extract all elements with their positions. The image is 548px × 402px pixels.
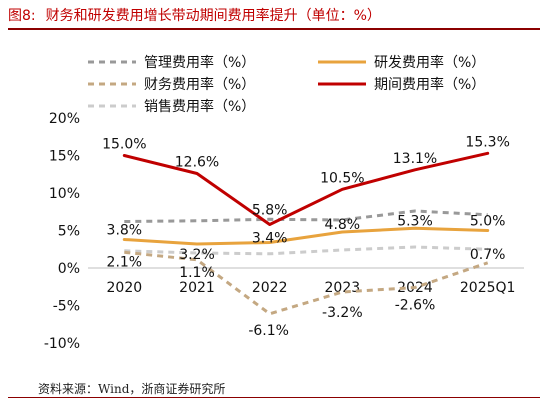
y-tick-label: 5% [58,224,80,240]
y-tick-label: -10% [44,336,80,352]
x-tick-label: 2023 [325,280,361,296]
data-label: 12.6% [175,155,219,171]
y-tick-label: 20% [49,111,80,127]
x-axis: 2020 2021 2022 2023 2024 2025Q1 [88,267,524,296]
legend-label-2: 财务费用率（%） [144,76,255,93]
figure-number: 图8: [8,8,36,24]
data-label: 4.8% [325,217,361,233]
figure-title: 图8: 财务和研发费用增长带动期间费用率提升（单位：%） [8,4,540,28]
data-label: 0.7% [470,247,506,263]
y-tick-label: 10% [49,186,80,202]
x-tick-label: 2021 [179,280,215,296]
data-label: 10.5% [320,170,364,186]
data-label: -2.6% [395,298,436,314]
series-line-0 [124,209,488,223]
y-tick-label: -5% [53,299,80,315]
data-label: 5.0% [470,214,506,230]
legend-label-4: 销售费用率（%） [144,98,255,115]
data-labels: 3.8% 3.2% 3.4% 4.8% 5.3% 5.0% 2.1% 1.1% -6.1% -3.… [102,134,510,339]
legend-label-3: 期间费用率（%） [374,76,485,93]
figure-title-text: 财务和研发费用增长带动期间费用率提升（单位：%） [45,8,381,24]
legend-label-1: 研发费用率（%） [374,54,485,71]
data-label: 1.1% [179,265,215,281]
data-label: -3.2% [322,305,363,321]
bottom-rule [8,397,540,398]
legend: 管理费用率（%） 研发费用率（%） 财务费用率（%） 期间费用率（%） 销售费用率（%） [88,54,485,115]
data-label: 5.3% [397,213,433,229]
data-label: -6.1% [248,323,289,339]
x-tick-label: 2022 [252,280,288,296]
series-line-1 [122,226,490,246]
legend-label-0: 管理费用率（%） [144,54,255,71]
series-lines [122,151,490,316]
data-label: 3.2% [179,247,215,263]
x-tick-label: 2025Q1 [460,280,516,296]
x-tick-label: 2020 [107,280,143,296]
data-label: 15.0% [102,137,146,153]
y-axis: -10% -5% 0% 5% 10% 15% 20% [44,111,80,352]
source-note: 资料来源：Wind，浙商证券研究所 [38,382,226,396]
title-rule [8,28,540,30]
y-tick-label: 0% [58,261,80,277]
data-label: 3.4% [252,231,288,247]
data-label: 13.1% [393,151,437,167]
series-line-4 [124,245,488,256]
data-label: 5.8% [252,203,288,219]
y-tick-label: 15% [49,149,80,165]
data-label: 3.8% [107,223,143,239]
series-line-2 [124,250,489,316]
data-label: 2.1% [107,254,143,270]
series-line-3 [122,151,490,226]
data-label: 15.3% [465,134,509,150]
